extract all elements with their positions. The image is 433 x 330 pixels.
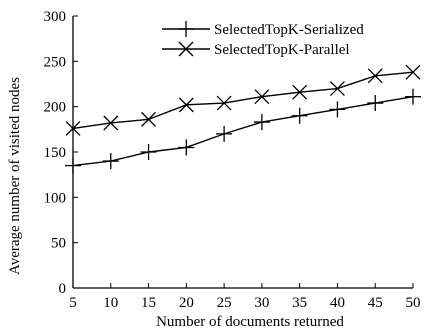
x-tick-label: 30: [254, 295, 269, 311]
series-line-1: [72, 96, 414, 167]
legend-item-2: SelectedTopK-Parallel: [162, 41, 350, 58]
x-tick-label: 20: [179, 295, 194, 311]
data-point: [253, 114, 270, 131]
x-tick-label: 5: [69, 295, 77, 311]
legend-marker: [178, 41, 194, 57]
x-axis-label: Number of documents returned: [156, 314, 344, 330]
x-tick-label: 25: [217, 295, 232, 311]
legend-marker: [178, 21, 194, 37]
data-point: [140, 144, 157, 160]
data-point: [178, 97, 194, 113]
data-point: [254, 89, 270, 105]
series-line-2: [72, 71, 414, 130]
x-marker-b: [329, 81, 345, 96]
legend-item-1: SelectedTopK-Serialized: [162, 21, 364, 38]
x-tick-label: 50: [406, 295, 421, 311]
data-point: [216, 95, 232, 111]
y-axis-label: Average number of visited nodes: [7, 77, 23, 275]
y-tick-label: 250: [44, 54, 67, 70]
y-tick-label: 150: [44, 145, 67, 161]
y-tick-label: 200: [44, 100, 67, 116]
x-marker-b: [216, 95, 232, 111]
y-tick-label: 50: [51, 236, 66, 252]
x-tick-label: 15: [141, 295, 156, 311]
data-point: [292, 84, 308, 100]
x-tick-label: 10: [103, 295, 118, 311]
data-point: [329, 101, 346, 118]
y-tick-label: 300: [44, 9, 67, 25]
x-marker-b: [65, 120, 81, 136]
x-marker-b: [103, 115, 119, 131]
data-point: [405, 64, 421, 80]
legend: SelectedTopK-Serialized SelectedTopK-Para…: [162, 21, 364, 58]
series-group: [65, 64, 421, 174]
data-point: [291, 107, 308, 124]
data-point: [102, 153, 119, 170]
y-tick-label: 0: [59, 281, 67, 297]
data-point: [65, 157, 81, 174]
x-marker-b: [367, 68, 383, 84]
data-point: [367, 68, 383, 84]
x-tick-label: 40: [330, 295, 345, 311]
data-point: [178, 139, 195, 156]
data-point: [367, 95, 384, 112]
legend-label: SelectedTopK-Parallel: [214, 42, 350, 58]
legend-label: SelectedTopK-Serialized: [214, 22, 364, 38]
data-point: [141, 111, 157, 127]
x-marker-b: [141, 111, 157, 127]
x-tick-label: 35: [292, 295, 307, 311]
x-axis-ticks: 5 10 15 20 25 30 35 40 45 50: [69, 283, 421, 311]
x-marker-b: [178, 41, 194, 57]
data-point: [329, 81, 345, 96]
data-point: [65, 120, 81, 136]
x-marker-b: [178, 97, 194, 113]
x-tick-label: 45: [368, 295, 383, 311]
x-marker-b: [405, 64, 421, 80]
y-axis-ticks: 0 50 100 150 200 250 300: [44, 9, 78, 297]
y-tick-label: 100: [44, 190, 67, 206]
data-point: [405, 88, 421, 105]
x-marker-b: [254, 89, 270, 105]
data-point: [103, 115, 119, 131]
data-point: [216, 125, 233, 142]
x-marker-b: [292, 84, 308, 100]
